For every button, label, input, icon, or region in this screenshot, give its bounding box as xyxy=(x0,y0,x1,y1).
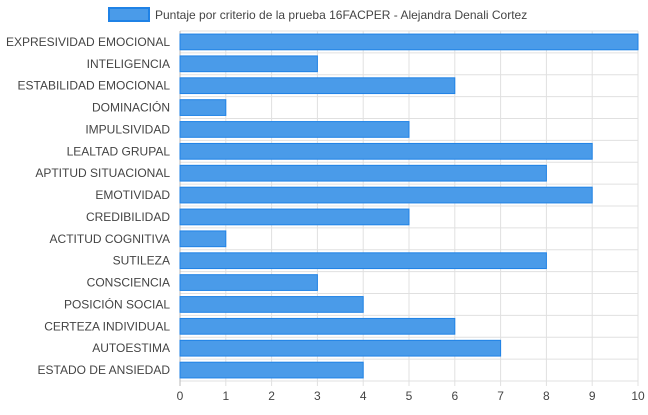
x-tick-label: 7 xyxy=(497,389,504,403)
bar[interactable] xyxy=(179,121,410,138)
y-category-label: ACTITUD COGNITIVA xyxy=(50,232,170,246)
bar[interactable] xyxy=(179,77,456,95)
y-category-label: CERTEZA INDIVIDUAL xyxy=(44,319,170,333)
y-category-label: CONSCIENCIA xyxy=(87,276,170,290)
y-category-label: CREDIBILIDAD xyxy=(86,210,170,224)
bar[interactable] xyxy=(179,230,227,248)
x-tick-label: 0 xyxy=(177,389,184,403)
x-tick-label: 3 xyxy=(314,389,321,403)
bar[interactable] xyxy=(179,339,502,357)
x-tick-label: 8 xyxy=(543,389,550,403)
bar[interactable] xyxy=(179,142,593,160)
y-category-label: INTELIGENCIA xyxy=(87,57,170,71)
y-category-label: ESTABILIDAD EMOCIONAL xyxy=(18,79,171,93)
legend-label: Puntaje por criterio de la prueba 16FACP… xyxy=(155,8,527,22)
bar[interactable] xyxy=(179,55,318,73)
legend[interactable]: Puntaje por criterio de la prueba 16FACP… xyxy=(108,7,527,22)
bar[interactable] xyxy=(179,317,456,335)
x-tick-label: 1 xyxy=(222,389,229,403)
x-tick-label: 9 xyxy=(589,389,596,403)
y-category-label: IMPULSIVIDAD xyxy=(85,122,170,136)
bar[interactable] xyxy=(179,296,364,313)
y-category-label: ESTADO DE ANSIEDAD xyxy=(38,363,171,377)
y-category-label: LEALTAD GRUPAL xyxy=(67,144,171,158)
x-tick-label: 5 xyxy=(406,389,413,403)
legend-swatch xyxy=(108,7,150,22)
bar[interactable] xyxy=(179,186,593,204)
x-tick-label: 2 xyxy=(268,389,275,403)
y-category-label: APTITUD SITUACIONAL xyxy=(35,166,170,180)
x-tick-label: 4 xyxy=(360,389,367,403)
x-axis-labels: 0 1 2 3 4 5 6 7 8 9 10 xyxy=(177,389,645,403)
y-category-label: POSICIÓN SOCIAL xyxy=(64,296,170,311)
x-tick-label: 6 xyxy=(451,389,458,403)
y-axis-labels: EXPRESIVIDAD EMOCIONAL INTELIGENCIA ESTABI… xyxy=(6,35,170,377)
y-category-label: SUTILEZA xyxy=(113,254,170,268)
bar[interactable] xyxy=(179,99,227,116)
bar[interactable] xyxy=(179,274,318,291)
bars xyxy=(179,33,639,379)
bar[interactable] xyxy=(179,33,639,51)
x-tick-label: 10 xyxy=(631,389,645,403)
bar[interactable] xyxy=(179,252,547,270)
bar[interactable] xyxy=(179,164,547,182)
bar[interactable] xyxy=(179,208,410,226)
y-category-label: EXPRESIVIDAD EMOCIONAL xyxy=(6,35,170,49)
bar[interactable] xyxy=(179,361,364,379)
y-category-label: AUTOESTIMA xyxy=(92,341,170,355)
y-category-label: DOMINACIÓN xyxy=(92,100,170,115)
y-category-label: EMOTIVIDAD xyxy=(95,188,170,202)
